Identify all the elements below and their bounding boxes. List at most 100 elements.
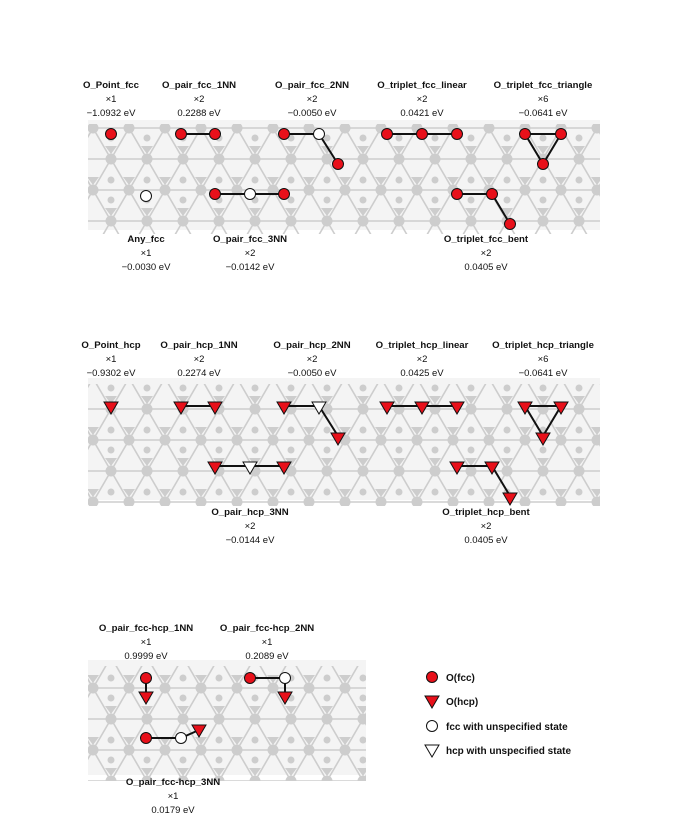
legend-item-hcp: O(hcp) bbox=[424, 695, 478, 709]
cluster-O_pair_fcc_2NN: O_pair_fcc_2NN ×2 −0.0050 eV bbox=[275, 80, 349, 170]
unspecified-hcp-site bbox=[242, 461, 258, 475]
oxygen-hcp-site bbox=[103, 401, 119, 415]
oxygen-fcc-site bbox=[504, 218, 516, 230]
legend-label: O(fcc) bbox=[446, 673, 475, 684]
legend-fcc-filled-icon bbox=[426, 671, 438, 683]
unspecified-fcc-site bbox=[140, 190, 152, 202]
oxygen-hcp-site bbox=[502, 492, 518, 506]
cluster-O_Point_hcp: O_Point_hcp ×1 −0.9302 eV bbox=[81, 340, 141, 415]
cluster-energy: −0.0144 eV bbox=[226, 535, 276, 546]
legend-item-fcc-open: fcc with unspecified state bbox=[426, 720, 568, 733]
cluster-name: Any_fcc bbox=[127, 234, 165, 245]
oxygen-hcp-site bbox=[276, 401, 292, 415]
oxygen-hcp-site bbox=[449, 401, 465, 415]
oxygen-fcc-site bbox=[537, 158, 549, 170]
cluster-O_pair_fcc-hcp_3NN: O_pair_fcc-hcp_3NN ×1 0.0179 eV bbox=[126, 724, 220, 816]
cluster-O_Point_fcc: O_Point_fcc ×1 −1.0932 eV bbox=[83, 80, 140, 140]
legend-item-hcp-open: hcp with unspecified state bbox=[424, 744, 571, 758]
oxygen-fcc-site bbox=[278, 128, 290, 140]
oxygen-hcp-site bbox=[207, 401, 223, 415]
oxygen-fcc-site bbox=[244, 672, 256, 684]
oxygen-fcc-site bbox=[381, 128, 393, 140]
cluster-energy: 0.0179 eV bbox=[151, 805, 195, 816]
cluster-O_triplet_hcp_bent: O_triplet_hcp_bent ×2 0.0405 eV bbox=[442, 461, 531, 546]
legend-item-fcc: O(fcc) bbox=[426, 671, 475, 684]
cluster-energy: 0.9999 eV bbox=[124, 651, 168, 662]
cluster-name: O_Point_fcc bbox=[83, 80, 140, 91]
oxygen-fcc-site bbox=[451, 128, 463, 140]
cluster-O_pair_fcc-hcp_2NN: O_pair_fcc-hcp_2NN ×1 0.2089 eV bbox=[220, 623, 314, 705]
cluster-multiplicity: ×2 bbox=[307, 94, 318, 105]
cluster-energy: 0.2274 eV bbox=[177, 368, 221, 379]
cluster-Any_fcc: Any_fcc ×1 −0.0030 eV bbox=[122, 190, 172, 273]
cluster-O_pair_fcc-hcp_1NN: O_pair_fcc-hcp_1NN ×1 0.9999 eV bbox=[99, 623, 193, 705]
oxygen-hcp-site bbox=[379, 401, 395, 415]
cluster-name: O_pair_fcc_1NN bbox=[162, 80, 236, 91]
unspecified-fcc-site bbox=[175, 732, 187, 744]
oxygen-hcp-site bbox=[535, 432, 551, 446]
lattice-fcc-panel bbox=[88, 120, 600, 234]
oxygen-hcp-site bbox=[276, 461, 292, 475]
cluster-O_pair_hcp_1NN: O_pair_hcp_1NN ×2 0.2274 eV bbox=[160, 340, 238, 415]
cluster-O_triplet_fcc_triangle: O_triplet_fcc_triangle ×6 −0.0641 eV bbox=[494, 80, 593, 170]
legend-label: fcc with unspecified state bbox=[446, 722, 568, 733]
cluster-name: O_triplet_hcp_triangle bbox=[492, 340, 594, 351]
cluster-energy: −0.0641 eV bbox=[519, 368, 569, 379]
oxygen-fcc-site bbox=[416, 128, 428, 140]
cluster-name: O_pair_fcc_3NN bbox=[213, 234, 287, 245]
cluster-multiplicity: ×1 bbox=[262, 637, 273, 648]
cluster-O_pair_fcc_1NN: O_pair_fcc_1NN ×2 0.2288 eV bbox=[162, 80, 236, 140]
cluster-name: O_triplet_fcc_triangle bbox=[494, 80, 593, 91]
cluster-multiplicity: ×2 bbox=[417, 354, 428, 365]
legend-label: O(hcp) bbox=[446, 697, 478, 708]
cluster-name: O_pair_fcc-hcp_2NN bbox=[220, 623, 314, 634]
cluster-multiplicity: ×1 bbox=[141, 248, 152, 259]
lattice-hcp-panel bbox=[88, 378, 600, 506]
legend-hcp-open-icon bbox=[424, 744, 440, 758]
cluster-O_triplet_hcp_linear: O_triplet_hcp_linear ×2 0.0425 eV bbox=[376, 340, 469, 415]
oxygen-hcp-site bbox=[173, 401, 189, 415]
oxygen-hcp-site bbox=[484, 461, 500, 475]
oxygen-fcc-site bbox=[519, 128, 531, 140]
oxygen-fcc-site bbox=[555, 128, 567, 140]
cluster-multiplicity: ×2 bbox=[481, 248, 492, 259]
legend-label: hcp with unspecified state bbox=[446, 746, 571, 757]
cluster-O_triplet_hcp_triangle: O_triplet_hcp_triangle ×6 −0.0641 eV bbox=[492, 340, 594, 446]
cluster-multiplicity: ×2 bbox=[481, 521, 492, 532]
unspecified-fcc-site bbox=[279, 672, 291, 684]
cluster-multiplicity: ×1 bbox=[106, 354, 117, 365]
oxygen-fcc-site bbox=[140, 672, 152, 684]
oxygen-fcc-site bbox=[278, 188, 290, 200]
cluster-name: O_pair_hcp_1NN bbox=[160, 340, 237, 351]
unspecified-fcc-site bbox=[244, 188, 256, 200]
cluster-O_pair_fcc_3NN: O_pair_fcc_3NN ×2 −0.0142 eV bbox=[209, 188, 290, 273]
cluster-O_pair_hcp_2NN: O_pair_hcp_2NN ×2 −0.0050 eV bbox=[273, 340, 351, 446]
cluster-multiplicity: ×2 bbox=[194, 354, 205, 365]
legend-fcc-open-icon bbox=[426, 720, 438, 732]
cluster-energy: 0.0405 eV bbox=[464, 535, 508, 546]
cluster-multiplicity: ×1 bbox=[168, 791, 179, 802]
cluster-name: O_Point_hcp bbox=[81, 340, 140, 351]
cluster-energy: −0.0050 eV bbox=[288, 368, 338, 379]
cluster-energy: −0.0030 eV bbox=[122, 262, 172, 273]
cluster-energy: 0.0421 eV bbox=[400, 108, 444, 119]
oxygen-hcp-site bbox=[517, 401, 533, 415]
cluster-energy: 0.0425 eV bbox=[400, 368, 444, 379]
bond-triangle bbox=[523, 133, 563, 166]
oxygen-hcp-site bbox=[277, 691, 293, 705]
cluster-multiplicity: ×2 bbox=[245, 248, 256, 259]
cluster-multiplicity: ×2 bbox=[417, 94, 428, 105]
oxygen-fcc-site bbox=[175, 128, 187, 140]
bond-triangle bbox=[523, 405, 563, 438]
oxygen-hcp-site bbox=[553, 401, 569, 415]
cluster-name: O_pair_fcc_2NN bbox=[275, 80, 349, 91]
cluster-name: O_triplet_hcp_linear bbox=[376, 340, 469, 351]
oxygen-fcc-site bbox=[332, 158, 344, 170]
oxygen-fcc-site bbox=[451, 188, 463, 200]
oxygen-hcp-site bbox=[191, 724, 207, 738]
oxygen-fcc-site bbox=[209, 128, 221, 140]
cluster-name: O_pair_fcc-hcp_1NN bbox=[99, 623, 193, 634]
oxygen-hcp-site bbox=[207, 461, 223, 475]
cluster-name: O_triplet_hcp_bent bbox=[442, 507, 530, 518]
legend-hcp-filled-icon bbox=[424, 695, 440, 709]
